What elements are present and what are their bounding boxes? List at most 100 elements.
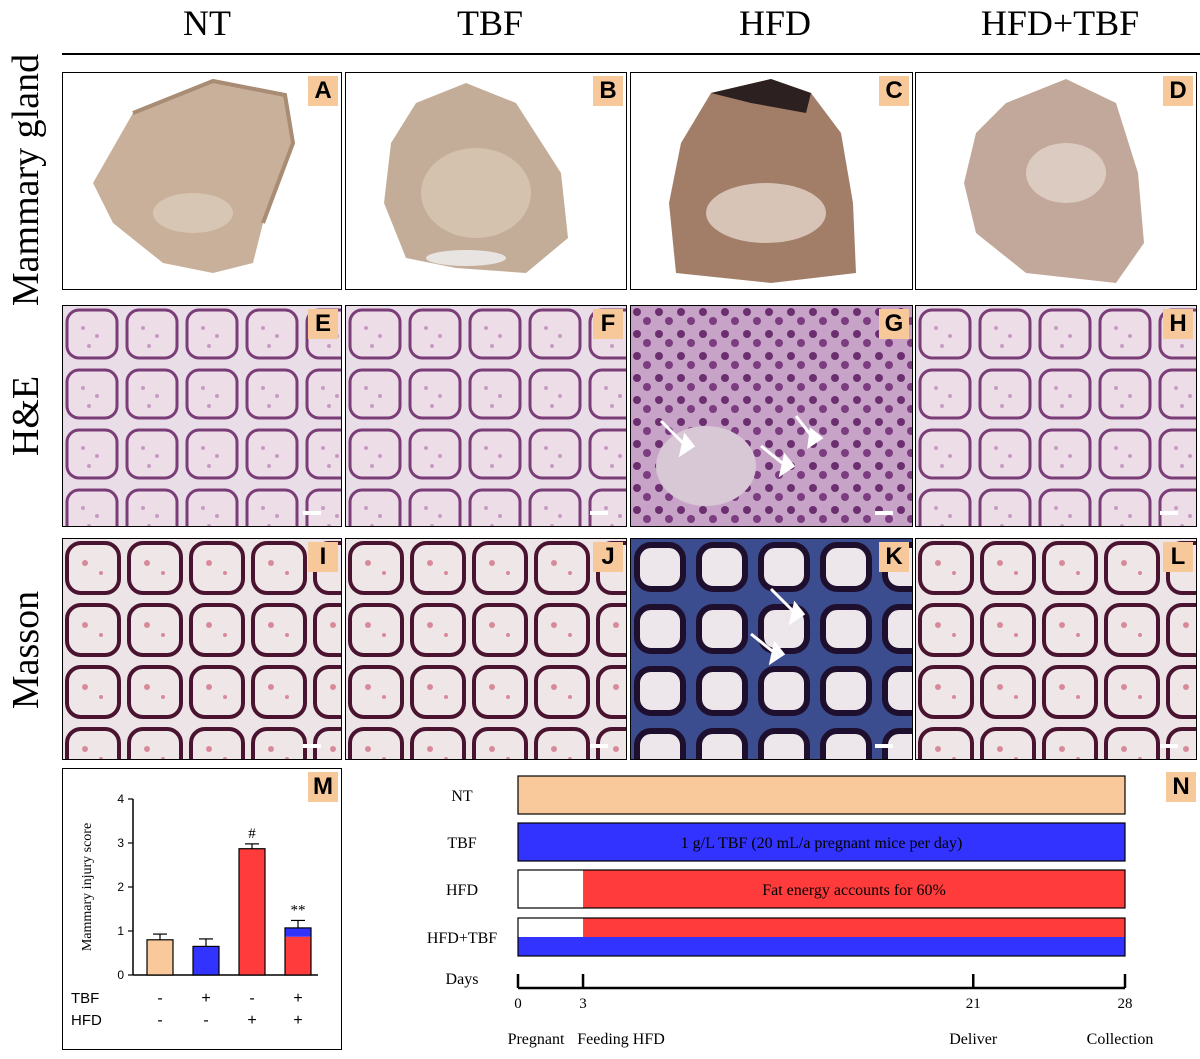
chart-y-tick-label: 2 [117,880,124,894]
panel-tag-i: I [308,542,338,572]
panel-m-injury-chart: Mammary injury score 0 1 2 3 4 # ** TBF - + - + HF… [62,768,342,1050]
days-label: Days [446,971,479,988]
gland-image-tbf [384,83,568,273]
timeline-bar-segment [518,776,1125,814]
masson-image-nt [63,539,341,759]
chart-bar [146,939,174,976]
timeline-day-label: 21 [966,996,981,1012]
gland-image-nt [93,78,296,273]
chart-bar [285,927,311,937]
panel-tag-m: M [308,772,338,802]
chart-factor-sign: + [293,990,302,1007]
panel-tag-e: E [308,309,338,339]
chart-factor-sign: - [249,990,254,1007]
panel-tag-b: B [593,76,623,106]
panel-tag-d: D [1163,76,1193,106]
timeline-bar-segment [583,918,1125,937]
scale-bar [1160,744,1178,748]
scale-bar [303,744,321,748]
scale-bar [590,511,608,515]
timeline-bar-segment [518,918,584,937]
panel-tag-k: K [879,542,909,572]
timeline-bar-outline [517,917,1126,957]
injury-score-chart: Mammary injury score 0 1 2 3 4 # ** TBF - + - + HF… [71,792,318,1029]
timeline-bar-segment [518,870,584,908]
chart-bar [238,848,266,976]
panel-d-gland-hfd-tbf: D [915,72,1197,290]
timeline-bar-outline [517,822,1126,862]
timeline-bar-outline [517,869,1126,909]
timeline-day-label: 0 [514,996,522,1012]
scale-bar [875,744,893,748]
panel-tag-g: G [879,309,909,339]
panel-tag-l: L [1163,542,1193,572]
chart-significance-label: ** [291,902,306,918]
chart-factor-sign: - [157,990,162,1007]
timeline-bar-outline [517,775,1126,815]
panel-l-masson-hfd-tbf: L [915,538,1197,760]
chart-factor-sign: + [201,990,210,1007]
timeline-bar-text: Fat energy accounts for 60% [762,882,946,899]
column-header-hfd: HFD [738,3,812,43]
masson-image-hfd-tbf [916,539,1196,759]
panel-tag-f: F [593,309,623,339]
timeline-event-label: Feeding HFD [577,1031,665,1048]
masson-image-hfd [631,539,912,759]
panel-j-masson-tbf: J [345,538,627,760]
panel-g-he-hfd: G [630,305,913,527]
chart-y-tick-label: 1 [117,924,124,938]
panel-tag-a: A [308,76,338,106]
chart-bar [285,936,311,975]
chart-factor-sign: - [157,1012,162,1029]
chart-factor-sign: - [203,1012,208,1029]
row-label-he: H&E [5,375,47,457]
header-rule [62,53,1200,55]
he-image-tbf [346,306,626,526]
chart-y-tick-label: 3 [117,836,124,850]
panel-i-masson-nt: I [62,538,342,760]
timeline-group-label: NT [451,788,473,805]
gland-image-hfd-tbf [964,79,1144,283]
chart-factor-label: HFD [71,1012,102,1029]
he-image-hfd-tbf [916,306,1196,526]
panel-k-masson-hfd: K [630,538,913,760]
timeline-group-label: HFD [446,882,478,899]
timeline-bar-segment [518,823,1125,861]
chart-factor-label: TBF [71,990,99,1007]
scale-bar [303,511,321,515]
row-label-masson: Masson [5,590,47,710]
scale-bar [1160,511,1178,515]
panel-tag-j: J [593,542,623,572]
column-header-nt: NT [183,3,231,43]
timeline-bar-segment [518,937,1125,956]
chart-factor-sign: + [247,1012,256,1029]
scale-bar [875,511,893,515]
timeline-day-label: 28 [1118,996,1133,1012]
chart-y-tick-label: 4 [117,792,124,806]
timeline-event-label: Pregnant [508,1031,565,1048]
panel-b-gland-tbf: B [345,72,627,290]
column-header-tbf: TBF [456,3,524,43]
chart-factor-sign: + [293,1012,302,1029]
panel-tag-n: N [1166,772,1196,802]
timeline-diagram: NT TBF 1 g/L TBF (20 mL/a pregnant mice pe… [427,775,1154,1048]
chart-bar [192,945,220,976]
panel-tag-c: C [879,76,909,106]
timeline-group-label: TBF [447,835,476,852]
he-image-nt [63,306,341,526]
chart-significance-label: # [248,826,256,842]
scale-bar [590,744,608,748]
timeline-day-label: 3 [579,996,587,1012]
panel-h-he-hfd-tbf: H [915,305,1197,527]
row-label-mammary-gland: Mammary gland [5,53,47,307]
panel-e-he-nt: E [62,305,342,527]
timeline-group-label: HFD+TBF [427,930,497,947]
panel-n-timeline: NT TBF 1 g/L TBF (20 mL/a pregnant mice pe… [420,768,1200,1054]
chart-y-tick-label: 0 [117,968,124,982]
chart-y-axis-label: Mammary injury score [80,823,95,951]
gland-image-hfd [669,79,856,283]
masson-image-tbf [346,539,626,759]
timeline-event-label: Collection [1087,1031,1154,1048]
panel-c-gland-hfd: C [630,72,913,290]
he-image-hfd [631,306,912,526]
